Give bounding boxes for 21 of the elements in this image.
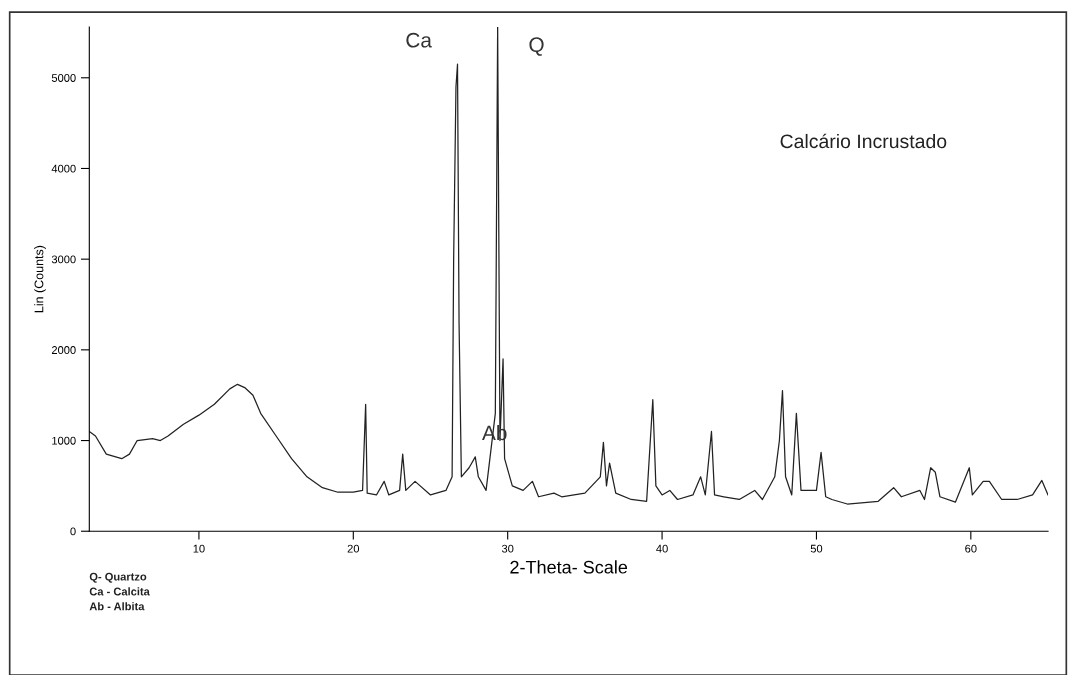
x-tick-label: 10: [193, 544, 205, 553]
y-axis-title: Lin (Counts): [34, 245, 46, 313]
annotation: Q: [529, 37, 544, 56]
annotation: Calcário Incrustado: [780, 133, 947, 149]
text: Ca - Calcita: [89, 587, 150, 596]
x-tick-label: 40: [656, 544, 668, 553]
text: Q- Quartzo: [89, 572, 147, 583]
x-tick-label: 20: [347, 544, 360, 553]
x-axis-title: 2-Theta- Scale: [510, 560, 628, 574]
x-tick-label: 60: [965, 544, 977, 553]
y-tick-label: 5000: [51, 74, 76, 82]
y-tick-label: 0: [70, 527, 76, 536]
y-tick-label: 4000: [51, 164, 76, 173]
text: Ab - Albita: [89, 602, 145, 611]
line-series: [89, 27, 1049, 505]
annotation: Ca: [406, 32, 432, 48]
x-tick-label: 30: [501, 544, 514, 553]
y-tick-label: 2000: [51, 346, 76, 354]
y-tick-label: 1000: [52, 436, 76, 445]
y-tick-label: 3000: [51, 255, 76, 264]
x-tick-label: 50: [810, 544, 823, 553]
